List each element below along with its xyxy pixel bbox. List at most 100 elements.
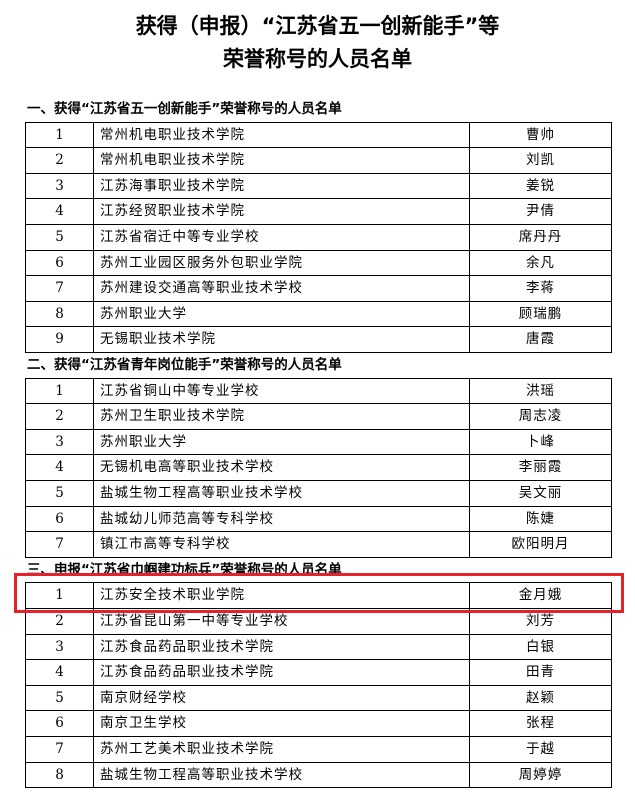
person-name: 张程 xyxy=(470,711,612,736)
school-name: 无锡机电高等职业技术学校 xyxy=(94,455,470,480)
school-name: 南京财经学校 xyxy=(94,685,470,711)
row-number: 1 xyxy=(25,378,94,404)
table-row: 3 苏州职业大学 卜峰 xyxy=(25,429,612,456)
person-name: 陈婕 xyxy=(470,506,612,532)
row-number: 9 xyxy=(25,327,94,352)
person-name: 曹帅 xyxy=(470,122,612,148)
person-name: 于越 xyxy=(470,737,612,762)
person-name: 李蒋 xyxy=(470,276,612,301)
row-number: 3 xyxy=(25,173,94,199)
person-name: 李丽霞 xyxy=(470,455,612,480)
school-name: 江苏安全技术职业学院 xyxy=(94,583,470,608)
person-name: 金月娥 xyxy=(470,583,612,608)
school-name: 江苏经贸职业技术学院 xyxy=(94,199,470,224)
table-row: 1 常州机电职业技术学院 曹帅 xyxy=(25,122,612,149)
table-row: 5 南京财经学校 赵颖 xyxy=(25,685,612,712)
row-number: 2 xyxy=(25,404,94,429)
person-name: 吴文丽 xyxy=(470,481,612,506)
table-row: 9 无锡职业技术学院 唐霞 xyxy=(25,327,612,353)
row-number: 7 xyxy=(25,276,94,301)
row-number: 6 xyxy=(25,250,94,276)
person-name: 顾瑞鹏 xyxy=(470,301,612,327)
school-name: 江苏省宿迁中等专业学校 xyxy=(94,225,470,250)
table-row: 4 江苏经贸职业技术学院 尹倩 xyxy=(25,199,612,225)
table-row: 5 江苏省宿迁中等专业学校 席丹丹 xyxy=(25,225,612,251)
row-number: 8 xyxy=(25,762,94,788)
table-row: 2 常州机电职业技术学院 刘凯 xyxy=(25,148,612,174)
title-line: 获得（申报）“江苏省五一创新能手”等 xyxy=(135,14,500,38)
school-name: 江苏海事职业技术学院 xyxy=(94,173,470,199)
table-row: 5 盐城生物工程高等职业技术学校 吴文丽 xyxy=(25,481,612,507)
table-row: 6 南京卫生学校 张程 xyxy=(25,711,612,737)
person-name: 余凡 xyxy=(470,250,612,276)
row-number: 5 xyxy=(25,225,94,250)
person-name: 尹倩 xyxy=(470,199,612,224)
table-row: 6 盐城幼儿师范高等专科学校 陈婕 xyxy=(25,506,612,533)
row-number: 4 xyxy=(25,199,94,224)
table-row: 8 盐城生物工程高等职业技术学校 周婷婷 xyxy=(25,762,612,789)
row-number: 5 xyxy=(25,685,94,711)
table-row: 1 江苏省铜山中等专业学校 洪瑶 xyxy=(25,378,612,405)
school-name: 常州机电职业技术学院 xyxy=(94,122,470,148)
table-row: 2 苏州卫生职业技术学院 周志凌 xyxy=(25,404,612,430)
school-name: 镇江市高等专科学校 xyxy=(94,532,470,557)
person-name: 刘凯 xyxy=(470,148,612,173)
row-number: 3 xyxy=(25,429,94,455)
person-name: 刘芳 xyxy=(470,609,612,634)
highlight-box xyxy=(14,573,624,613)
row-number: 7 xyxy=(25,737,94,762)
school-name: 常州机电职业技术学院 xyxy=(94,148,470,173)
row-number: 2 xyxy=(25,609,94,634)
person-name: 唐霞 xyxy=(470,327,612,352)
school-name: 无锡职业技术学院 xyxy=(94,327,470,352)
row-number: 4 xyxy=(25,455,94,480)
row-number: 6 xyxy=(25,506,94,532)
school-name: 苏州职业大学 xyxy=(94,301,470,327)
row-number: 5 xyxy=(25,481,94,506)
table-row: 3 江苏海事职业技术学院 姜锐 xyxy=(25,173,612,200)
school-name: 苏州职业大学 xyxy=(94,429,470,455)
table-row: 4 江苏食品药品职业技术学院 田青 xyxy=(25,660,612,686)
table-row: 2 江苏省昆山第一中等专业学校 刘芳 xyxy=(25,609,612,635)
table-row: 4 无锡机电高等职业技术学校 李丽霞 xyxy=(25,455,612,481)
section-heading: 二、获得“江苏省青年岗位能手”荣誉称号的人员名单 xyxy=(25,353,612,379)
school-name: 盐城生物工程高等职业技术学校 xyxy=(94,762,470,788)
school-name: 盐城幼儿师范高等专科学校 xyxy=(94,506,470,532)
school-name: 盐城生物工程高等职业技术学校 xyxy=(94,481,470,506)
person-name: 周婷婷 xyxy=(470,762,612,788)
row-number: 4 xyxy=(25,660,94,685)
table-row: 7 苏州建设交通高等职业技术学校 李蒋 xyxy=(25,276,612,302)
person-name: 白银 xyxy=(470,634,612,660)
table-row: 1 江苏安全技术职业学院 金月娥 xyxy=(25,583,612,609)
row-number: 3 xyxy=(25,634,94,660)
school-name: 苏州工艺美术职业技术学院 xyxy=(94,737,470,762)
person-name: 田青 xyxy=(470,660,612,685)
school-name: 江苏省铜山中等专业学校 xyxy=(94,378,470,404)
school-name: 苏州卫生职业技术学院 xyxy=(94,404,470,429)
school-name: 南京卫生学校 xyxy=(94,711,470,736)
person-name: 姜锐 xyxy=(470,173,612,199)
table-row: 8 苏州职业大学 顾瑞鹏 xyxy=(25,301,612,328)
table-row: 7 苏州工艺美术职业技术学院 于越 xyxy=(25,737,612,763)
person-name: 洪瑶 xyxy=(470,378,612,404)
person-name: 欧阳明月 xyxy=(470,532,612,557)
table-row: 7 镇江市高等专科学校 欧阳明月 xyxy=(25,532,612,558)
person-name: 席丹丹 xyxy=(470,225,612,250)
row-number: 6 xyxy=(25,711,94,736)
row-number: 1 xyxy=(25,583,94,608)
row-number: 7 xyxy=(25,532,94,557)
school-name: 江苏食品药品职业技术学院 xyxy=(94,634,470,660)
school-name: 苏州建设交通高等职业技术学校 xyxy=(94,276,470,301)
person-name: 卜峰 xyxy=(470,429,612,455)
section-heading: 一、获得“江苏省五一创新能手”荣誉称号的人员名单 xyxy=(25,97,612,123)
row-number: 8 xyxy=(25,301,94,327)
row-number: 1 xyxy=(25,122,94,148)
school-name: 苏州工业园区服务外包职业学院 xyxy=(94,250,470,276)
school-name: 江苏省昆山第一中等专业学校 xyxy=(94,609,470,634)
title-line: 荣誉称号的人员名单 xyxy=(223,47,412,71)
school-name: 江苏食品药品职业技术学院 xyxy=(94,660,470,685)
table-row: 6 苏州工业园区服务外包职业学院 余凡 xyxy=(25,250,612,277)
row-number: 2 xyxy=(25,148,94,173)
table-row: 3 江苏食品药品职业技术学院 白银 xyxy=(25,634,612,661)
